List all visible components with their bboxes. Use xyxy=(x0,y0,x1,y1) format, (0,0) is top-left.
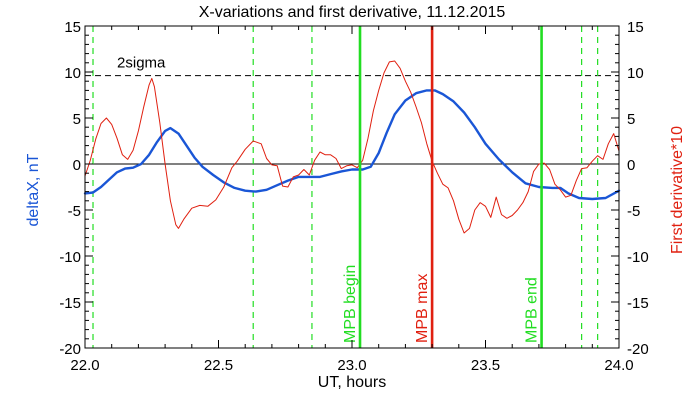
x-tick-label: 22.0 xyxy=(70,357,99,374)
y-tick-label-right: 15 xyxy=(627,19,644,36)
y-tick-label-left: 5 xyxy=(73,111,81,128)
x-tick-label: 24.0 xyxy=(604,357,633,374)
series-deltaX-line xyxy=(83,89,621,201)
marker-layer: MPB begin MPB max MPB end xyxy=(342,26,543,348)
x-tick-label: 22.5 xyxy=(204,357,233,374)
y-tick-label-right: -10 xyxy=(627,249,649,266)
right-axis-label: First derivative*10 xyxy=(669,126,686,254)
y-tick-label-left: -15 xyxy=(59,295,81,312)
y-tick-label-left: -5 xyxy=(68,203,81,220)
y-tick-label-right: -5 xyxy=(627,203,640,220)
y-tick-label-right: 0 xyxy=(627,157,635,174)
x-axis-label: UT, hours xyxy=(318,374,386,391)
y-tick-label-right: -15 xyxy=(627,295,649,312)
mpb-end-label: MPB end xyxy=(524,277,541,343)
y-tick-label-left: 15 xyxy=(64,19,81,36)
threshold-label: 2sigma xyxy=(117,55,166,72)
chart-title: X-variations and first derivative, 11.12… xyxy=(199,4,506,21)
mpb-max-label: MPB max xyxy=(414,274,431,343)
tick-layer: 22.0 22.5 23.0 23.5 24.0 15 15 10 10 5 5 0 0 -5 -5 -10 -… xyxy=(59,19,648,374)
x-tick-label: 23.0 xyxy=(337,357,366,374)
left-axis-label: deltaX, nT xyxy=(25,153,42,226)
y-tick-label-left: -20 xyxy=(59,341,81,358)
y-tick-label-left: -10 xyxy=(59,249,81,266)
y-tick-label-right: 10 xyxy=(627,65,644,82)
y-tick-label-right: 5 xyxy=(627,111,635,128)
x-tick-label: 23.5 xyxy=(471,357,500,374)
y-tick-label-left: 10 xyxy=(64,65,81,82)
mpb-begin-label: MPB begin xyxy=(342,265,359,343)
y-tick-label-left: 0 xyxy=(73,157,81,174)
grid-layer: 2sigma xyxy=(85,26,619,348)
y-tick-label-right: -20 xyxy=(627,341,649,358)
